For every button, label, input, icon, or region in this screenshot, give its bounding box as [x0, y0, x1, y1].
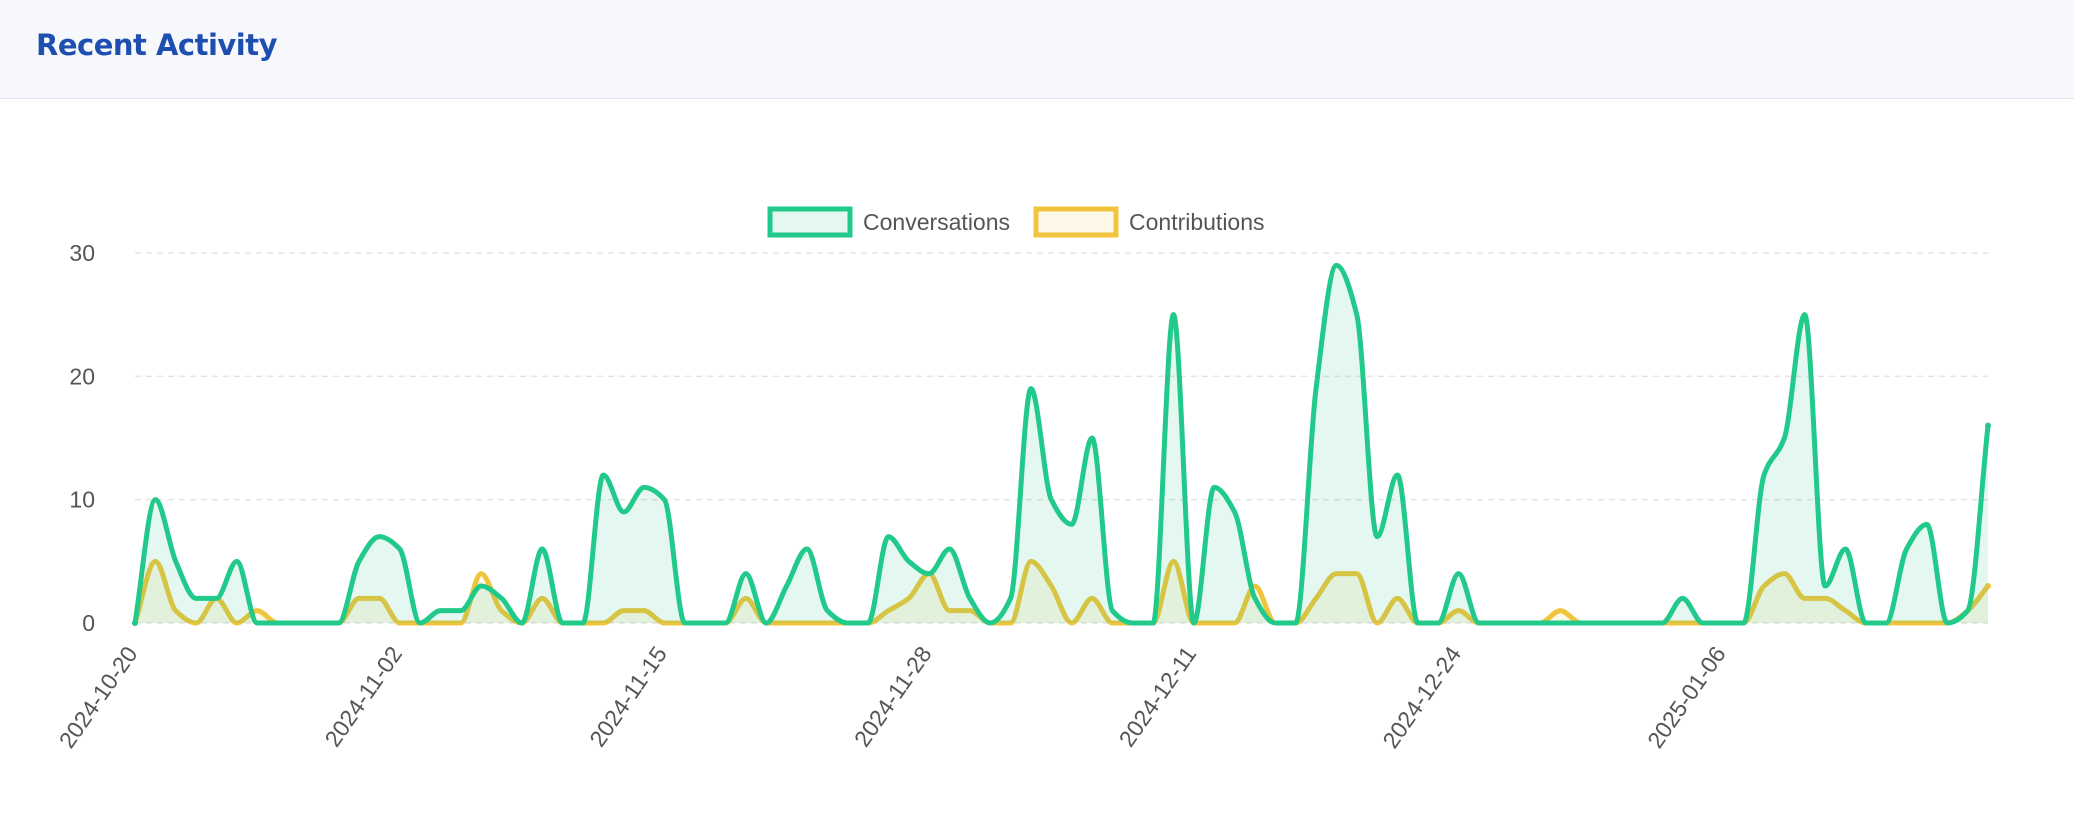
- y-tick-label: 20: [69, 363, 95, 389]
- card-title: Recent Activity: [36, 28, 278, 62]
- series: [132, 262, 1991, 626]
- legend: Conversations Contributions: [767, 206, 1265, 238]
- x-tick-label: 2024-11-02: [319, 642, 407, 752]
- y-tick-label: 0: [82, 610, 95, 636]
- conversations-area: [135, 265, 1988, 623]
- conversations-line: [132, 262, 1991, 626]
- conversations-point: [1985, 422, 1991, 429]
- y-axis: 0 10 20 30: [69, 240, 95, 636]
- y-tick-label: 10: [69, 487, 95, 513]
- card-header: Recent Activity: [0, 0, 2074, 99]
- y-tick-label: 30: [69, 240, 95, 266]
- x-tick-label: 2024-11-15: [584, 642, 672, 752]
- legend-item-contributions[interactable]: Contributions: [1033, 206, 1265, 238]
- x-tick-label: 2024-12-11: [1114, 642, 1202, 752]
- x-tick-label: 2024-12-24: [1377, 641, 1466, 752]
- x-axis: 2024-10-20 2024-11-02 2024-11-15 2024-11-28…: [54, 641, 1731, 752]
- legend-label-conversations: Conversations: [863, 209, 1010, 235]
- conversations-point: [132, 620, 138, 626]
- legend-swatch-conversations: [767, 206, 853, 238]
- x-tick-label: 2024-11-28: [849, 642, 937, 752]
- x-tick-label: 2025-01-06: [1642, 642, 1731, 753]
- legend-swatch-contributions: [1033, 206, 1119, 238]
- x-tick-label: 2024-10-20: [54, 642, 143, 753]
- legend-label-contributions: Contributions: [1129, 209, 1265, 235]
- contributions-line: [132, 558, 1991, 626]
- legend-item-conversations[interactable]: Conversations: [767, 206, 1010, 238]
- contributions-point: [1985, 583, 1991, 589]
